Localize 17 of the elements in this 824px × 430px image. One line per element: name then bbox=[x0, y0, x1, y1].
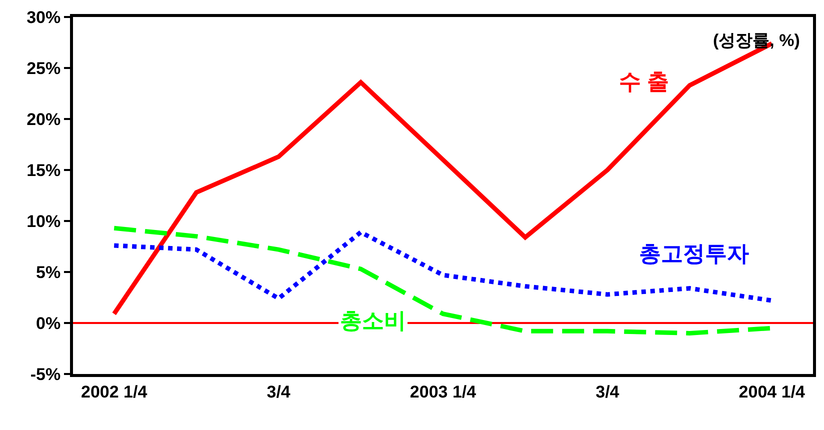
y-tick-label: 20% bbox=[26, 110, 61, 129]
annotation: (성장률, %) bbox=[713, 31, 800, 50]
x-tick-label: 2003 1/4 bbox=[410, 382, 477, 402]
y-tick-label: 30% bbox=[26, 8, 61, 27]
y-tick-label: 10% bbox=[26, 212, 61, 231]
y-tick-label: 25% bbox=[26, 58, 61, 78]
y-tick-label: 0% bbox=[36, 314, 61, 333]
x-tick-label: 2004 1/4 bbox=[738, 382, 806, 402]
series-label: 총소비 bbox=[340, 308, 406, 333]
x-tick-label: 3/4 bbox=[596, 382, 620, 402]
y-tick-label: -5% bbox=[30, 364, 61, 384]
series-label: 총고정투자 bbox=[639, 241, 749, 266]
y-tick-label: 5% bbox=[36, 262, 61, 282]
x-tick-label: 3/4 bbox=[266, 382, 291, 402]
x-tick-label: 2002 1/4 bbox=[81, 382, 148, 402]
series-label: 수 출 bbox=[619, 69, 670, 94]
y-tick-label: 15% bbox=[26, 160, 61, 180]
